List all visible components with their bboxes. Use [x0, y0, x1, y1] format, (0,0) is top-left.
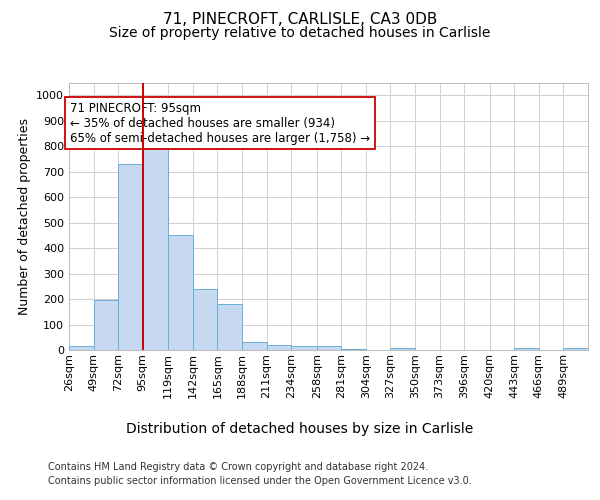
Bar [143, 136, 169, 350]
Bar [169, 236, 193, 350]
Bar [217, 304, 242, 350]
Bar [69, 346, 94, 350]
Text: Contains HM Land Registry data © Crown copyright and database right 2024.: Contains HM Land Registry data © Crown c… [48, 462, 428, 472]
Bar [94, 300, 118, 350]
Bar [291, 346, 317, 350]
Bar [317, 346, 341, 350]
Text: 71, PINECROFT, CARLISLE, CA3 0DB: 71, PINECROFT, CARLISLE, CA3 0DB [163, 12, 437, 28]
Text: 71 PINECROFT: 95sqm
← 35% of detached houses are smaller (934)
65% of semi-detac: 71 PINECROFT: 95sqm ← 35% of detached ho… [70, 102, 370, 144]
Bar [118, 164, 143, 350]
Text: Size of property relative to detached houses in Carlisle: Size of property relative to detached ho… [109, 26, 491, 40]
Bar [514, 348, 539, 350]
Bar [193, 289, 217, 350]
Text: Contains public sector information licensed under the Open Government Licence v3: Contains public sector information licen… [48, 476, 472, 486]
Bar [341, 348, 366, 350]
Bar [391, 348, 415, 350]
Bar [266, 345, 291, 350]
Text: Distribution of detached houses by size in Carlisle: Distribution of detached houses by size … [127, 422, 473, 436]
Bar [242, 342, 266, 350]
Bar [563, 348, 588, 350]
Y-axis label: Number of detached properties: Number of detached properties [17, 118, 31, 315]
